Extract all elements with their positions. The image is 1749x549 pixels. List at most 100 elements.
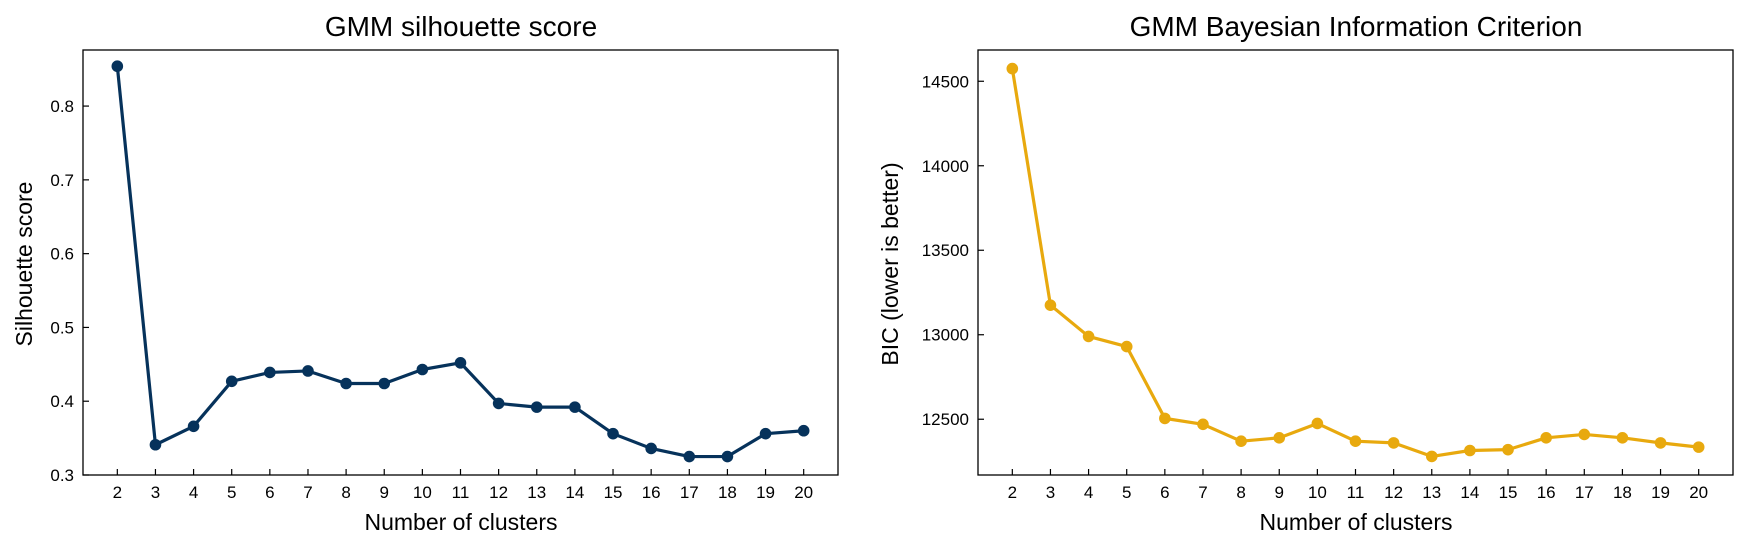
data-point — [1387, 437, 1400, 449]
x-tick-label: 16 — [1537, 483, 1556, 502]
chart-bic: GMM Bayesian Information Criterion Numbe… — [877, 11, 1734, 535]
x-tick-label: 5 — [1122, 483, 1131, 502]
x-tick-label: 17 — [1575, 483, 1594, 502]
data-point — [1044, 299, 1057, 311]
chart-silhouette: GMM silhouette score Number of clusters … — [11, 11, 839, 535]
data-point — [302, 365, 314, 377]
y-tick-label: 13000 — [922, 326, 969, 345]
data-point — [1464, 444, 1476, 457]
y-axis-label: BIC (lower is better) — [877, 162, 903, 365]
y-tick-label: 0.7 — [50, 171, 74, 190]
y-axis-label: Silhouette score — [11, 182, 37, 347]
x-tick-label: 17 — [680, 483, 699, 502]
x-tick-label: 4 — [189, 483, 198, 502]
data-point — [1120, 340, 1133, 353]
x-tick-label: 12 — [1384, 483, 1403, 502]
x-tick-label: 20 — [794, 483, 813, 502]
x-tick-label: 15 — [1499, 483, 1518, 502]
data-point — [264, 366, 276, 379]
data-point — [1654, 437, 1667, 449]
x-tick-label: 20 — [1689, 483, 1708, 502]
data-point — [1425, 450, 1438, 463]
data-point — [683, 450, 696, 463]
x-tick-label: 14 — [565, 483, 584, 502]
data-point — [149, 438, 162, 451]
data-point — [111, 60, 124, 73]
data-point — [1578, 428, 1591, 441]
y-tick-label: 0.8 — [50, 97, 74, 116]
x-tick-label: 18 — [1613, 483, 1632, 502]
x-tick-label: 7 — [1198, 483, 1207, 502]
x-tick-label: 19 — [1651, 483, 1670, 502]
x-tick-label: 2 — [1008, 483, 1017, 502]
data-point — [416, 363, 429, 376]
x-tick-label: 3 — [151, 483, 160, 502]
y-tick-label: 14500 — [922, 72, 969, 91]
data-point — [530, 401, 543, 413]
data-point — [1616, 432, 1629, 444]
data-point — [797, 424, 810, 437]
x-tick-label: 12 — [489, 483, 508, 502]
axis-ticks: 2 3 4 5 6 7 8 9 10 11 12 13 14 15 16 17 18 19 20 0.3 0.4 0.5 0… — [50, 97, 813, 502]
x-tick-label: 11 — [1347, 483, 1365, 502]
data-point — [492, 397, 505, 410]
x-tick-label: 14 — [1460, 483, 1479, 502]
chart-title: GMM silhouette score — [325, 11, 597, 42]
x-tick-label: 13 — [1422, 483, 1441, 502]
x-tick-label: 3 — [1046, 483, 1055, 502]
data-point — [1159, 412, 1171, 425]
data-point — [1273, 432, 1286, 444]
data-point — [187, 420, 200, 433]
y-tick-label: 12500 — [922, 410, 969, 429]
y-tick-label: 14000 — [922, 157, 969, 176]
series-line — [115, 66, 804, 459]
x-tick-label: 19 — [756, 483, 775, 502]
x-tick-label: 7 — [303, 483, 312, 502]
y-tick-label: 0.3 — [50, 466, 74, 485]
x-tick-label: 8 — [341, 483, 350, 502]
x-tick-label: 16 — [642, 483, 661, 502]
data-point — [1006, 62, 1019, 75]
plot-frame — [82, 49, 839, 476]
x-tick-label: 10 — [1308, 483, 1327, 502]
series-line — [1010, 68, 1699, 459]
x-axis-label: Number of clusters — [364, 509, 557, 535]
data-point — [454, 357, 467, 369]
y-tick-label: 0.4 — [50, 392, 74, 411]
plot-frame — [977, 49, 1734, 476]
data-point — [1540, 432, 1552, 444]
data-marks — [1006, 62, 1705, 463]
x-tick-label: 4 — [1084, 483, 1093, 502]
y-tick-label: 0.5 — [50, 318, 74, 337]
data-point — [1349, 435, 1362, 448]
x-tick-label: 5 — [227, 483, 236, 502]
x-tick-label: 9 — [380, 483, 389, 502]
x-tick-label: 6 — [1160, 483, 1169, 502]
x-tick-label: 10 — [413, 483, 432, 502]
data-point — [645, 442, 657, 455]
data-point — [340, 377, 352, 390]
data-point — [225, 375, 238, 388]
x-tick-label: 11 — [452, 483, 470, 502]
chart-title: GMM Bayesian Information Criterion — [1130, 11, 1583, 42]
x-tick-label: 2 — [113, 483, 122, 502]
y-tick-label: 0.6 — [50, 245, 74, 264]
x-axis-label: Number of clusters — [1259, 509, 1452, 535]
data-point — [569, 401, 581, 413]
data-point — [1692, 441, 1705, 453]
data-point — [378, 377, 391, 390]
x-tick-label: 15 — [604, 483, 623, 502]
axis-ticks: 2 3 4 5 6 7 8 9 10 11 12 13 14 15 16 17 18 19 20 12500 13000… — [922, 72, 1708, 502]
data-point — [1082, 330, 1095, 343]
data-marks — [111, 60, 810, 463]
x-tick-label: 8 — [1236, 483, 1245, 502]
data-point — [721, 450, 734, 463]
x-tick-label: 13 — [527, 483, 546, 502]
data-point — [607, 427, 619, 440]
x-tick-label: 6 — [265, 483, 274, 502]
x-tick-label: 9 — [1275, 483, 1284, 502]
data-point — [1502, 443, 1514, 456]
data-point — [1235, 435, 1247, 448]
